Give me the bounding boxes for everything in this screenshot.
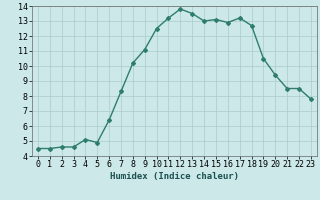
X-axis label: Humidex (Indice chaleur): Humidex (Indice chaleur) <box>110 172 239 181</box>
